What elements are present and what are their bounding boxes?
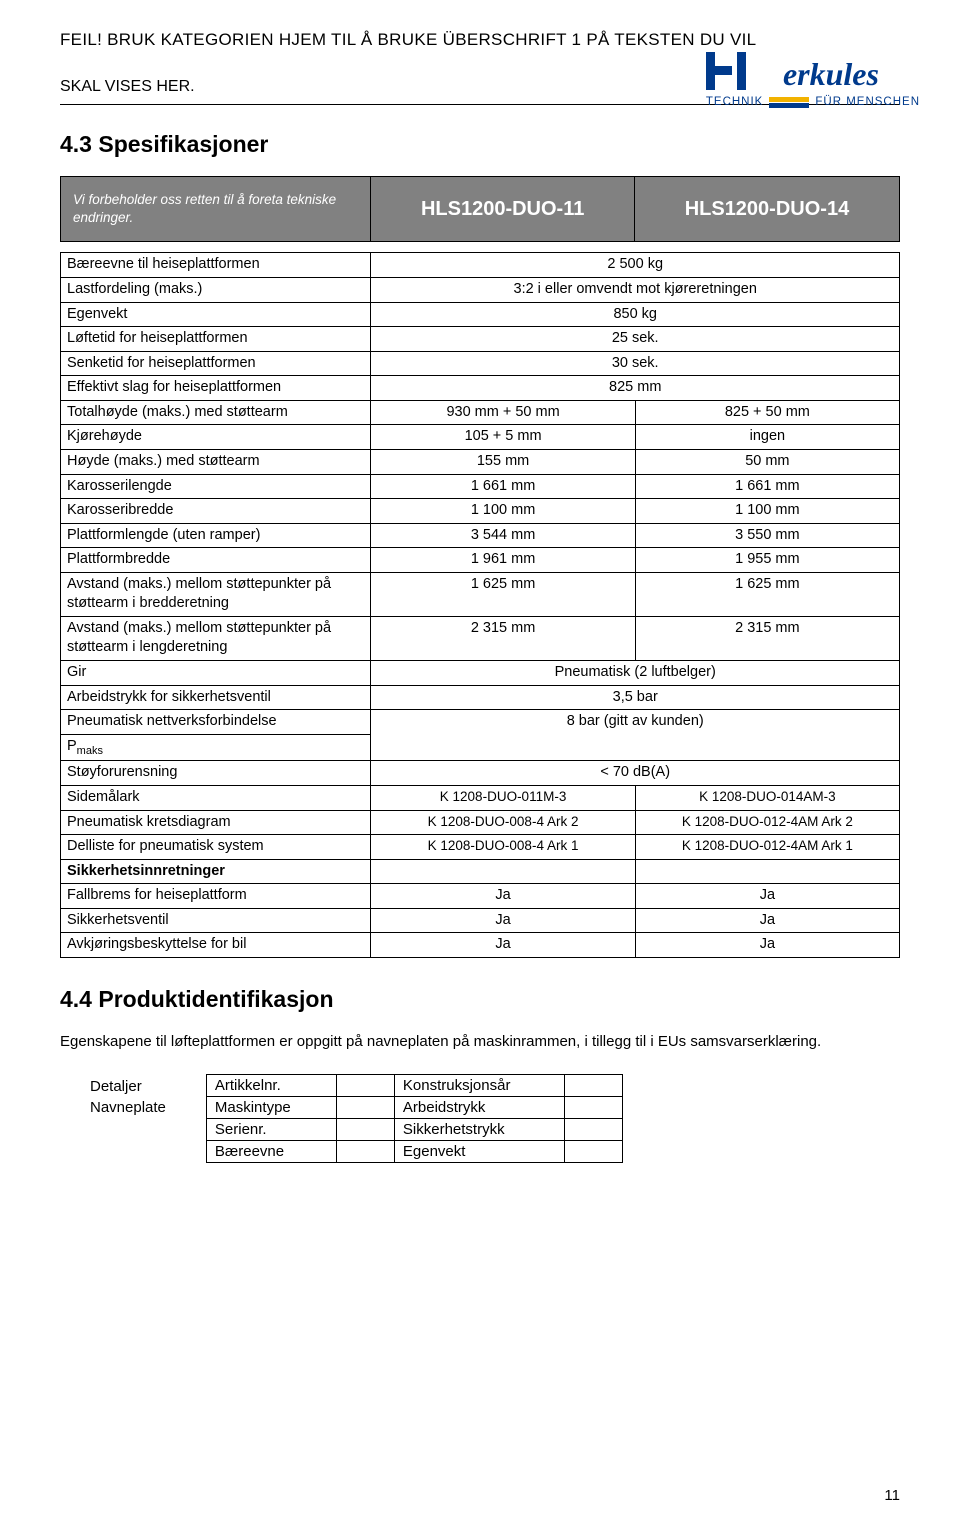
table-row: Plattformlengde (uten ramper)3 544 mm3 5…	[61, 523, 900, 548]
models-header-table: Vi forbeholder oss retten til å foreta t…	[60, 176, 900, 242]
table-row: Fallbrems for heiseplattformJaJa	[61, 884, 900, 909]
specs-heading: 4.3 Spesifikasjoner	[60, 131, 900, 158]
nameplate-table: Artikkelnr.Konstruksjonsår MaskintypeArb…	[206, 1074, 623, 1163]
table-row: Egenvekt850 kg	[61, 302, 900, 327]
page-header: FEIL! BRUK KATEGORIEN HJEM TIL Å BRUKE Ü…	[60, 30, 900, 96]
nameplate-caption: Detaljer Navneplate	[90, 1074, 166, 1118]
ident-heading: 4.4 Produktidentifikasjon	[60, 986, 900, 1013]
nameplate-caption-line1: Detaljer	[90, 1076, 166, 1097]
table-row: Artikkelnr.Konstruksjonsår	[206, 1074, 622, 1096]
table-row: BæreevneEgenvekt	[206, 1140, 622, 1162]
pmaks-label: Pmaks	[61, 734, 371, 761]
nameplate-block: Detaljer Navneplate Artikkelnr.Konstruks…	[90, 1074, 900, 1163]
nameplate-caption-line2: Navneplate	[90, 1097, 166, 1118]
header-error-text: FEIL! BRUK KATEGORIEN HJEM TIL Å BRUKE Ü…	[60, 30, 900, 50]
brand-h-icon	[706, 52, 740, 92]
brand-tag-right: FÜR MENSCHEN	[815, 96, 920, 108]
brand-logo: erkules TECHNIK FÜR MENSCHEN	[706, 56, 920, 109]
table-row: Bæreevne til heiseplattformen2 500 kg	[61, 253, 900, 278]
table-row: Karosserilengde1 661 mm1 661 mm	[61, 474, 900, 499]
table-row: Serienr.Sikkerhetstrykk	[206, 1118, 622, 1140]
table-row: MaskintypeArbeidstrykk	[206, 1096, 622, 1118]
table-row: Avstand (maks.) mellom støttepunkter på …	[61, 572, 900, 616]
table-row: SidemålarkK 1208-DUO-011M-3K 1208-DUO-01…	[61, 785, 900, 810]
page-number: 11	[884, 1487, 900, 1504]
table-row: Sikkerhetsinnretninger	[61, 859, 900, 884]
ident-paragraph: Egenskapene til løfteplattformen er oppg…	[60, 1031, 900, 1052]
brand-stripes-icon	[769, 95, 809, 109]
table-row: GirPneumatisk (2 luftbelger)	[61, 661, 900, 686]
table-row: Pneumatisk kretsdiagramK 1208-DUO-008-4 …	[61, 810, 900, 835]
table-row: Avkjøringsbeskyttelse for bilJaJa	[61, 933, 900, 958]
table-row: Avstand (maks.) mellom støttepunkter på …	[61, 616, 900, 660]
model-col-1: HLS1200-DUO-11	[371, 177, 634, 242]
models-note: Vi forbeholder oss retten til å foreta t…	[61, 177, 371, 242]
table-row: Karosseribredde1 100 mm1 100 mm	[61, 499, 900, 524]
table-row: Støyforurensning< 70 dB(A)	[61, 761, 900, 786]
table-row: Høyde (maks.) med støttearm155 mm50 mm	[61, 449, 900, 474]
specs-table: Bæreevne til heiseplattformen2 500 kg La…	[60, 252, 900, 957]
table-row: Delliste for pneumatisk systemK 1208-DUO…	[61, 835, 900, 860]
brand-tagline: TECHNIK FÜR MENSCHEN	[706, 95, 920, 109]
table-row: Totalhøyde (maks.) med støttearm930 mm +…	[61, 400, 900, 425]
brand-tag-left: TECHNIK	[706, 96, 763, 108]
brand-name-text: erkules	[783, 56, 879, 92]
table-row: Pneumatisk nettverksforbindelse8 bar (gi…	[61, 710, 900, 735]
brand-wordmark: erkules	[706, 56, 920, 93]
table-row: Arbeidstrykk for sikkerhetsventil3,5 bar	[61, 685, 900, 710]
table-row: Løftetid for heiseplattformen25 sek.	[61, 327, 900, 352]
table-row: SikkerhetsventilJaJa	[61, 908, 900, 933]
table-row: Kjørehøyde105 + 5 mmingen	[61, 425, 900, 450]
table-row: Effektivt slag for heiseplattformen825 m…	[61, 376, 900, 401]
model-col-2: HLS1200-DUO-14	[634, 177, 899, 242]
table-row: Lastfordeling (maks.)3:2 i eller omvendt…	[61, 278, 900, 303]
table-row: Plattformbredde1 961 mm1 955 mm	[61, 548, 900, 573]
table-row: Senketid for heiseplattformen30 sek.	[61, 351, 900, 376]
